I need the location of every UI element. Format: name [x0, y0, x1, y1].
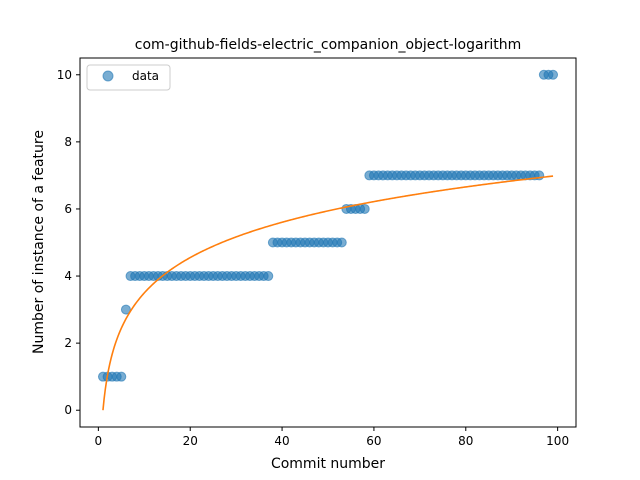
data-point	[116, 371, 127, 382]
x-axis-label: Commit number	[271, 456, 385, 472]
y-tick-label: 10	[57, 68, 72, 82]
legend-marker-data	[102, 70, 114, 82]
data-point	[336, 237, 347, 248]
data-point	[263, 271, 274, 282]
x-tick-label: 20	[183, 434, 198, 448]
fit-line	[102, 175, 554, 411]
legend-label-data: data	[132, 69, 159, 83]
chart-title: com-github-fields-electric_companion_obj…	[135, 37, 521, 53]
x-tick-label: 60	[366, 434, 381, 448]
axis-ticks: 0 20 40 60 80 100 0 2 4 6 8 10	[57, 68, 569, 448]
data-point	[359, 203, 370, 214]
data-point	[120, 304, 131, 315]
y-tick-label: 0	[64, 403, 72, 417]
legend: data	[86, 64, 171, 91]
y-axis-label: Number of instance of a feature	[31, 130, 47, 354]
x-tick-label: 80	[458, 434, 473, 448]
y-tick-label: 2	[64, 336, 72, 350]
y-tick-label: 8	[64, 135, 72, 149]
y-tick-label: 6	[64, 202, 72, 216]
x-tick-label: 0	[95, 434, 103, 448]
plot-area	[97, 69, 559, 411]
x-tick-label: 40	[274, 434, 289, 448]
y-tick-label: 4	[64, 269, 72, 283]
x-tick-label: 100	[546, 434, 569, 448]
data-point	[548, 69, 559, 80]
axes-frame	[79, 57, 577, 428]
